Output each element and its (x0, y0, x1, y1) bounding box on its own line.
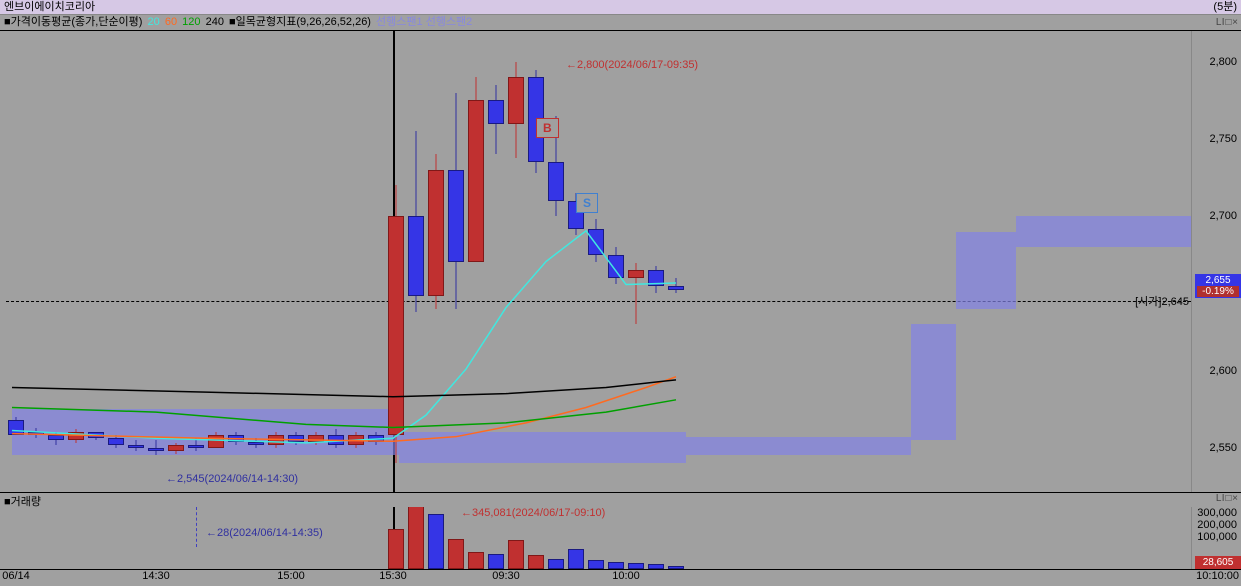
ichimoku-legend: ■일목균형지표(9,26,26,52,26) (229, 16, 371, 28)
timeframe-label: (5분) (1213, 0, 1237, 14)
ichimoku-cloud (956, 232, 1016, 309)
volume-bar (608, 562, 624, 569)
signal-marker-b: B (536, 118, 559, 138)
current-price-marker: 2,655-0.19% (1195, 274, 1241, 298)
x-tick: 15:00 (277, 570, 305, 582)
volume-bar (408, 507, 424, 569)
volume-bar (468, 552, 484, 569)
ma-period: 60 (165, 16, 177, 28)
vol-y-tick: 300,000 (1197, 507, 1237, 519)
ma-period: 240 (206, 16, 224, 28)
volume-bar (588, 560, 604, 569)
legend-bar: ■가격이동평균(종가,단순이평) 20 60 120 240 ■일목균형지표(9… (0, 15, 1241, 30)
vol-mark-annotation: ←28(2024/06/14-14:35) (206, 527, 323, 539)
y-tick: 2,700 (1209, 210, 1237, 222)
volume-bar (628, 563, 644, 569)
volume-bar (388, 529, 404, 569)
ma-period: 20 (148, 16, 160, 28)
ma-legend: ■가격이동평균(종가,단순이평) (4, 16, 142, 28)
volume-y-axis: 300,000200,000100,000 28,605 (1191, 507, 1241, 569)
open-price-label: [시가]2,645 (1135, 293, 1189, 309)
x-tick: 06/14 (2, 570, 30, 582)
span-legend: 선행스팬1 선행스팬2 (376, 16, 472, 28)
x-tick: 14:30 (142, 570, 170, 582)
volume-bar (448, 539, 464, 569)
ma-period: 120 (182, 16, 200, 28)
y-tick: 2,550 (1209, 442, 1237, 454)
volume-bar (568, 549, 584, 569)
low-annotation: ←2,545(2024/06/14-14:30) (166, 473, 298, 485)
x-right-time: 10:10:00 (1196, 570, 1239, 582)
symbol-title: 엔브이에이치코리아 (4, 0, 95, 14)
y-tick: 2,600 (1209, 365, 1237, 377)
ichimoku-cloud (1016, 216, 1191, 247)
ichimoku-cloud (911, 324, 956, 440)
vol-y-tick: 200,000 (1197, 519, 1237, 531)
x-tick: 15:30 (379, 570, 407, 582)
ichimoku-cloud (686, 437, 911, 456)
y-tick: 2,750 (1209, 133, 1237, 145)
panel-toolbox[interactable]: L I □ × (1216, 15, 1237, 30)
volume-bar (648, 564, 664, 569)
volume-label: ■거래량 (4, 493, 41, 507)
vol-last-marker: 28,605 (1195, 556, 1241, 569)
signal-marker-s: S (576, 193, 598, 213)
ma-line-ma240 (12, 380, 676, 397)
volume-bar (428, 514, 444, 569)
volume-bar (488, 554, 504, 569)
volume-chart[interactable]: ■거래량 L I □ × ←345,081(2024/06/17-09:10) ←… (0, 493, 1241, 570)
volume-bar (528, 555, 544, 569)
vol-max-annotation: ←345,081(2024/06/17-09:10) (461, 507, 605, 519)
price-chart[interactable]: [시가]2,645 ←2,800(2024/06/17-09:35) ←2,545(… (0, 30, 1241, 493)
high-annotation: ←2,800(2024/06/17-09:35) (566, 59, 698, 71)
vol-y-tick: 100,000 (1197, 531, 1237, 543)
volume-bar (548, 559, 564, 569)
panel-toolbox[interactable]: L I □ × (1216, 493, 1237, 507)
chart-container: 엔브이에이치코리아 (5분) ■가격이동평균(종가,단순이평) 20 60 12… (0, 0, 1241, 586)
volume-bar (668, 566, 684, 569)
x-tick: 09:30 (492, 570, 520, 582)
ichimoku-cloud (399, 432, 686, 463)
time-x-axis: 06/14 14:30 15:00 15:30 09:30 10:00 10:10:00 (0, 570, 1241, 585)
price-y-axis: 2,5502,6002,6502,7002,7502,8002,655-0.19… (1191, 31, 1241, 492)
chart-header: 엔브이에이치코리아 (5분) (0, 0, 1241, 15)
volume-bar (508, 540, 524, 569)
x-tick: 10:00 (612, 570, 640, 582)
y-tick: 2,800 (1209, 56, 1237, 68)
